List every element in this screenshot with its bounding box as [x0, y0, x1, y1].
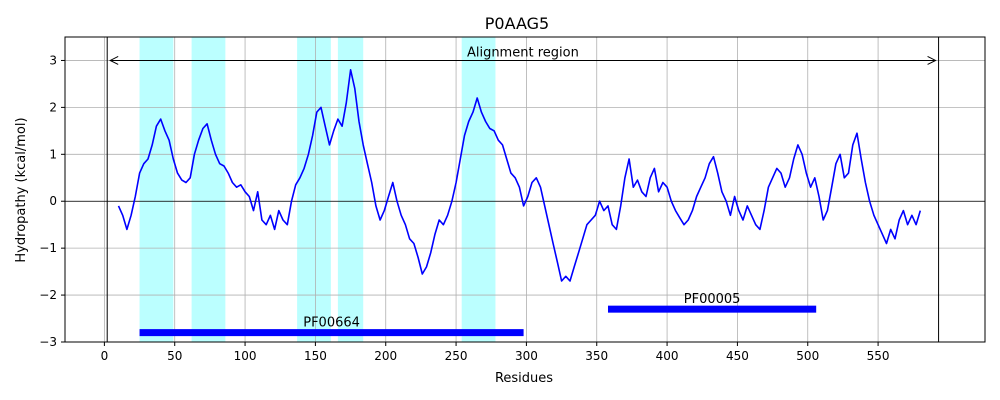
- x-axis-label: Residues: [495, 371, 553, 386]
- y-tick-label: 2: [49, 100, 57, 114]
- y-tick-label: −3: [39, 335, 57, 349]
- highlight-regions: [139, 37, 496, 342]
- series-group: [117, 69, 922, 282]
- highlight-region: [139, 37, 174, 342]
- domain-bar: [607, 305, 817, 313]
- y-tick-label: 0: [49, 194, 57, 208]
- highlight-region: [297, 37, 331, 342]
- axis-ticks: 0 50 100 150 200 250 300 350 400 450 500 550 −3 −2 −1 0…: [39, 53, 889, 363]
- x-tick-label: 150: [304, 349, 327, 363]
- hydropathy-series-line: [117, 69, 922, 282]
- domain-bar: [139, 329, 524, 337]
- x-tick-label: 400: [656, 349, 679, 363]
- x-tick-label: 350: [585, 349, 608, 363]
- y-tick-label: −2: [39, 288, 57, 302]
- y-tick-label: 3: [49, 53, 57, 67]
- chart-title: P0AAG5: [485, 14, 549, 33]
- alignment-region-label: Alignment region: [467, 45, 579, 60]
- x-tick-label: 100: [234, 349, 257, 363]
- alignment-arrow-right-head: [927, 56, 937, 65]
- y-axis-label: Hydropathy (kcal/mol): [14, 117, 29, 262]
- x-tick-label: 550: [867, 349, 890, 363]
- alignment-region: Alignment region: [106, 37, 940, 342]
- y-tick-label: −1: [39, 241, 57, 255]
- x-tick-label: 200: [374, 349, 397, 363]
- highlight-region: [191, 37, 226, 342]
- domain-label: PF00664: [303, 316, 360, 331]
- x-tick-label: 300: [515, 349, 538, 363]
- plot-frame: [64, 36, 986, 343]
- x-tick-label: 50: [167, 349, 182, 363]
- x-tick-label: 0: [101, 349, 109, 363]
- highlight-region: [461, 37, 496, 342]
- highlight-region: [337, 37, 364, 342]
- y-tick-label: 1: [49, 147, 57, 161]
- domain-label: PF00005: [684, 292, 741, 307]
- domain-bars: PF00664 PF00005: [139, 292, 817, 337]
- x-tick-label: 250: [445, 349, 468, 363]
- alignment-arrow-left-head: [109, 56, 119, 65]
- x-tick-label: 500: [796, 349, 819, 363]
- x-tick-label: 450: [726, 349, 749, 363]
